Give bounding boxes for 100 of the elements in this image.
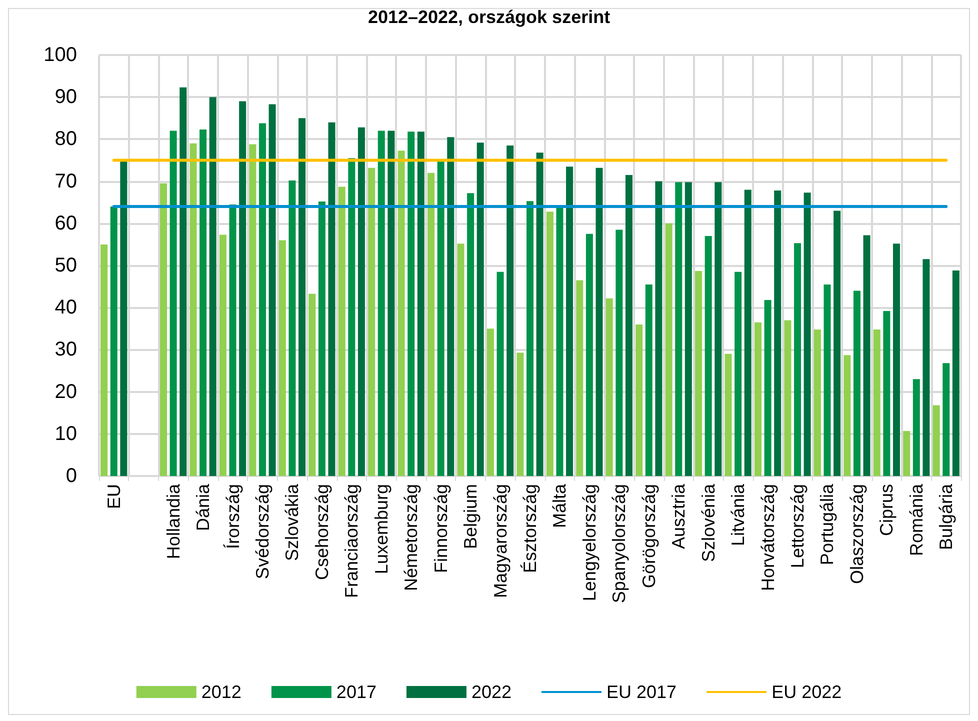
bar	[546, 212, 554, 476]
bar	[348, 158, 356, 476]
bar	[566, 166, 574, 476]
bar	[704, 236, 712, 476]
x-tick-label: Szlovénia	[698, 483, 718, 562]
bar	[506, 146, 514, 476]
bar	[794, 243, 802, 476]
bar	[774, 190, 782, 476]
bar	[863, 235, 870, 476]
bar	[496, 272, 504, 476]
y-tick-label: 60	[54, 212, 77, 234]
y-tick-label: 100	[44, 44, 77, 66]
bar	[120, 160, 128, 476]
bar	[160, 183, 168, 476]
bar	[684, 182, 692, 476]
bar	[873, 329, 880, 476]
bar	[428, 172, 435, 476]
y-tick-label: 80	[54, 128, 77, 150]
bar	[368, 168, 376, 476]
bar	[180, 87, 187, 476]
bar	[556, 206, 564, 476]
legend-label: 2012	[201, 682, 242, 702]
bar	[288, 180, 296, 476]
bar	[695, 270, 702, 476]
bar	[258, 123, 266, 476]
bar	[467, 193, 474, 476]
bar	[457, 244, 464, 476]
x-tick-label: Lengyelország	[579, 484, 600, 602]
bar	[665, 223, 672, 476]
x-tick-label: Litvánia	[728, 483, 748, 546]
bar	[209, 97, 216, 476]
bar	[190, 143, 197, 476]
x-tick-label: Ciprus	[876, 484, 897, 536]
bar	[804, 192, 811, 476]
y-tick-label: 50	[54, 254, 77, 276]
bar	[298, 118, 306, 476]
bar	[844, 355, 851, 476]
bar	[100, 244, 108, 476]
bar	[249, 144, 256, 476]
x-tick-label: Lettország	[788, 484, 808, 568]
bar	[338, 186, 346, 476]
x-tick-label: Románia	[906, 483, 926, 556]
x-tick-label: Németország	[401, 484, 422, 592]
bar	[536, 152, 544, 476]
bar	[714, 182, 722, 476]
bar	[655, 181, 662, 476]
bar	[576, 280, 584, 476]
legend-label: EU 2017	[606, 682, 677, 702]
bar	[754, 322, 762, 476]
bar	[616, 230, 623, 476]
x-tick-label: Magyarország	[490, 484, 510, 598]
x-tick-label: Franciaország	[342, 484, 362, 598]
x-tick-label: Belgium	[460, 484, 481, 550]
bar	[229, 204, 236, 476]
bar	[200, 130, 207, 476]
bar	[516, 352, 524, 476]
bar	[942, 363, 950, 476]
bar	[596, 168, 603, 476]
bar	[308, 294, 316, 476]
bar	[834, 210, 841, 476]
bar	[328, 122, 336, 476]
bar	[724, 354, 732, 476]
x-tick-label: Svédország	[252, 484, 272, 580]
bar	[784, 320, 792, 476]
y-tick-label: 10	[54, 422, 77, 445]
x-tick-label: Portugália	[817, 483, 838, 566]
bar	[358, 127, 365, 476]
x-tick-label: Ausztria	[668, 483, 689, 550]
bar	[268, 104, 276, 476]
x-tick-label: Hollandia	[163, 483, 184, 560]
bar	[625, 174, 632, 476]
bar	[883, 310, 890, 476]
x-tick-label: Luxemburg	[371, 484, 392, 574]
bar	[378, 130, 385, 476]
bar	[892, 244, 900, 476]
y-tick-label: 20	[54, 380, 77, 403]
legend-label: EU 2022	[772, 682, 842, 702]
y-tick-label: 70	[54, 170, 77, 192]
bar	[952, 270, 960, 476]
bar	[636, 324, 643, 476]
x-tick-label: Észtország	[520, 484, 540, 574]
bar	[110, 206, 118, 476]
bar	[398, 150, 405, 476]
bar	[744, 190, 752, 476]
x-tick-label: Csehország	[312, 484, 332, 580]
bar	[734, 272, 742, 476]
bar	[824, 284, 831, 476]
bar	[318, 202, 326, 476]
bar	[437, 160, 444, 476]
bar	[586, 234, 593, 476]
bar	[388, 130, 395, 476]
bar	[764, 300, 772, 476]
bar	[903, 430, 910, 476]
bar	[408, 132, 415, 476]
bar	[675, 182, 682, 476]
x-tick-label: Görögország	[638, 484, 659, 588]
x-tick-label: Finnország	[430, 484, 451, 574]
bar	[814, 329, 821, 476]
x-tick-label: Horvátország	[758, 484, 778, 592]
x-tick-label: Szlovákia	[282, 483, 302, 562]
